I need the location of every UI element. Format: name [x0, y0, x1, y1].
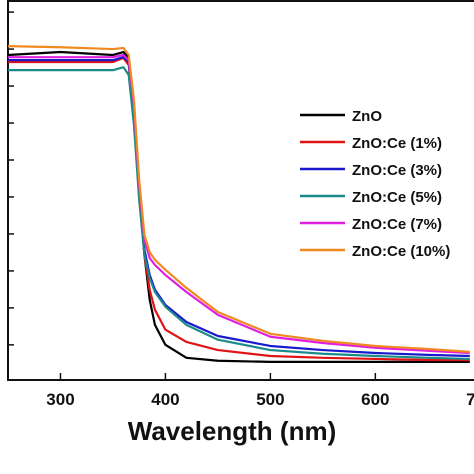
x-tick-label: 700 — [466, 390, 474, 409]
series-line — [7, 45, 470, 353]
series-line — [8, 56, 470, 358]
series-line — [8, 53, 470, 355]
x-axis-label: Wavelength (nm) — [128, 416, 336, 446]
x-tick-label: 400 — [151, 390, 179, 409]
legend-label: ZnO — [352, 108, 382, 125]
x-tick-label: 500 — [256, 390, 284, 409]
legend-label: ZnO:Ce (10%) — [352, 243, 450, 260]
x-tick-label: 600 — [361, 390, 389, 409]
series-line — [8, 66, 470, 361]
x-tick-label: 300 — [46, 390, 74, 409]
series-line — [7, 50, 470, 363]
series-line — [8, 56, 470, 362]
legend-label: ZnO:Ce (7%) — [352, 216, 442, 233]
legend-label: ZnO:Ce (5%) — [352, 189, 442, 206]
plot-frame — [7, 0, 474, 381]
legend-label: ZnO:Ce (1%) — [352, 135, 442, 152]
legend-label: ZnO:Ce (3%) — [352, 162, 442, 179]
